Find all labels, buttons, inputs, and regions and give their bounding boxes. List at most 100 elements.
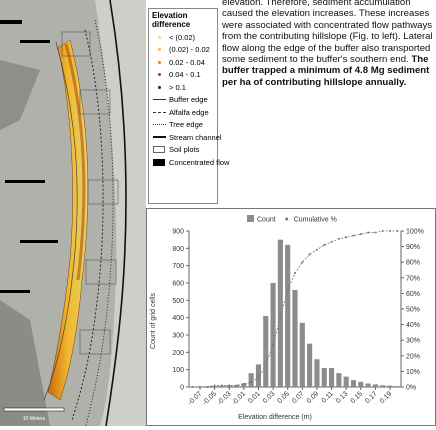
legend-item: 0.04 - 0.1 [152, 69, 214, 82]
cumulative-point [301, 261, 303, 263]
bar [395, 386, 400, 387]
x-tick-label: 0.15 [350, 390, 365, 405]
legend-item: < (0.02) [152, 31, 214, 44]
cumulative-point [374, 232, 376, 234]
legend-item: Alfalfa edge [152, 106, 214, 119]
y-tick-label: 200 [172, 350, 184, 357]
cumulative-point [294, 272, 296, 274]
bar [336, 373, 341, 387]
legend-symbol [152, 108, 166, 116]
x-tick-label: -0.03 [216, 390, 232, 406]
cumulative-point [243, 383, 245, 385]
y2-tick-label: 90% [406, 244, 420, 251]
chart: Count of grid cells Elevation difference… [147, 209, 435, 425]
cumulative-point [316, 249, 318, 251]
x-tick-label: 0.03 [262, 390, 277, 405]
bar [249, 373, 254, 387]
legend-swatch [247, 215, 254, 222]
legend-symbol [152, 33, 166, 41]
chart-frame: Count of grid cells Elevation difference… [146, 208, 436, 426]
cumulative-point [360, 233, 362, 235]
legend-item: Soil plots [152, 144, 214, 157]
y-tick-label: 900 [172, 229, 184, 236]
cumulative-point [214, 384, 216, 386]
legend-label: 0.02 - 0.04 [169, 58, 205, 67]
y-tick-label: 800 [172, 246, 184, 253]
legend-symbol [152, 158, 166, 166]
cumulative-point [206, 386, 208, 388]
y2-tick-label: 50% [406, 307, 420, 314]
x-tick-label: 0.17 [364, 390, 379, 405]
cumulative-point [345, 236, 347, 238]
bar [351, 380, 356, 387]
map-legend: Elevation difference < (0.02) (0.02) - 0.… [148, 8, 218, 204]
legend-label: (0.02) - 0.02 [169, 45, 210, 54]
legend-label: < (0.02) [169, 33, 195, 42]
cumulative-point [250, 381, 252, 383]
x-axis-label: Elevation difference (m) [238, 414, 312, 421]
x-tick-label: 0.19 [379, 390, 394, 405]
y2-tick-label: 20% [406, 353, 420, 360]
legend-item: Buffer edge [152, 94, 214, 107]
x-tick-label: 0.13 [335, 390, 350, 405]
x-tick-label: 0.01 [247, 390, 262, 405]
legend-symbol [152, 96, 166, 104]
paragraph: elevation. Therefore, sediment accumulat… [222, 0, 436, 88]
legend-item: 0.02 - 0.04 [152, 56, 214, 69]
cumulative-point [389, 230, 391, 232]
y2-tick-label: 60% [406, 291, 420, 298]
cumulative-point [236, 384, 238, 386]
map-image: 10 Meters [0, 0, 146, 426]
x-tick-label: -0.07 [187, 390, 203, 406]
bar [300, 323, 305, 387]
y-axis-label: Count of grid cells [150, 292, 157, 349]
legend-label: 0.04 - 0.1 [169, 70, 201, 79]
cumulative-point [367, 232, 369, 234]
legend-symbol [152, 58, 166, 66]
y-tick-label: 500 [172, 298, 184, 305]
x-tick-label: -0.01 [231, 390, 247, 406]
cumulative-point [279, 316, 281, 318]
y2-tick-label: 100% [406, 229, 424, 236]
bar [271, 283, 276, 387]
y2-tick-label: 0% [406, 385, 416, 392]
cumulative-point [265, 364, 267, 366]
cumulative-point [331, 241, 333, 243]
bar [292, 290, 297, 387]
bar [263, 316, 268, 387]
legend-item: (0.02) - 0.02 [152, 44, 214, 57]
legend-item: Concentrated flow [152, 156, 214, 169]
y-tick-label: 100 [172, 367, 184, 374]
paragraph-text: elevation. Therefore, sediment accumulat… [222, 0, 433, 65]
cumulative-point [352, 235, 354, 237]
legend-label: Cumulative % [294, 217, 337, 224]
cumulative-point [287, 289, 289, 291]
y-tick-label: 600 [172, 281, 184, 288]
cumulative-point [257, 377, 259, 379]
x-tick-label: 0.05 [277, 390, 292, 405]
cumulative-point [309, 253, 311, 255]
bar [373, 384, 378, 387]
legend-items: < (0.02) (0.02) - 0.02 0.02 - 0.04 0.04 - 0… [152, 31, 214, 169]
cumulative-point [221, 384, 223, 386]
scale-label: 10 Meters [23, 416, 46, 422]
y-tick-label: 700 [172, 263, 184, 270]
bar [256, 364, 261, 387]
y2-tick-label: 40% [406, 322, 420, 329]
bar [322, 368, 327, 387]
y2-tick-label: 30% [406, 338, 420, 345]
cumulative-point [382, 230, 384, 232]
legend-marker [285, 218, 288, 221]
y2-tick-label: 10% [406, 369, 420, 376]
page: {"map_legend":{"title":"Elevation differ… [0, 0, 436, 426]
legend-symbol [152, 71, 166, 79]
legend-symbol [152, 121, 166, 129]
legend-label: > 0.1 [169, 83, 186, 92]
cumulative-point [192, 386, 194, 388]
cumulative-point [199, 386, 201, 388]
cumulative-point [396, 230, 398, 232]
cumulative-point [338, 238, 340, 240]
legend-symbol [152, 83, 166, 91]
legend-title: Elevation difference [152, 11, 214, 29]
x-tick-label: 0.07 [291, 390, 306, 405]
